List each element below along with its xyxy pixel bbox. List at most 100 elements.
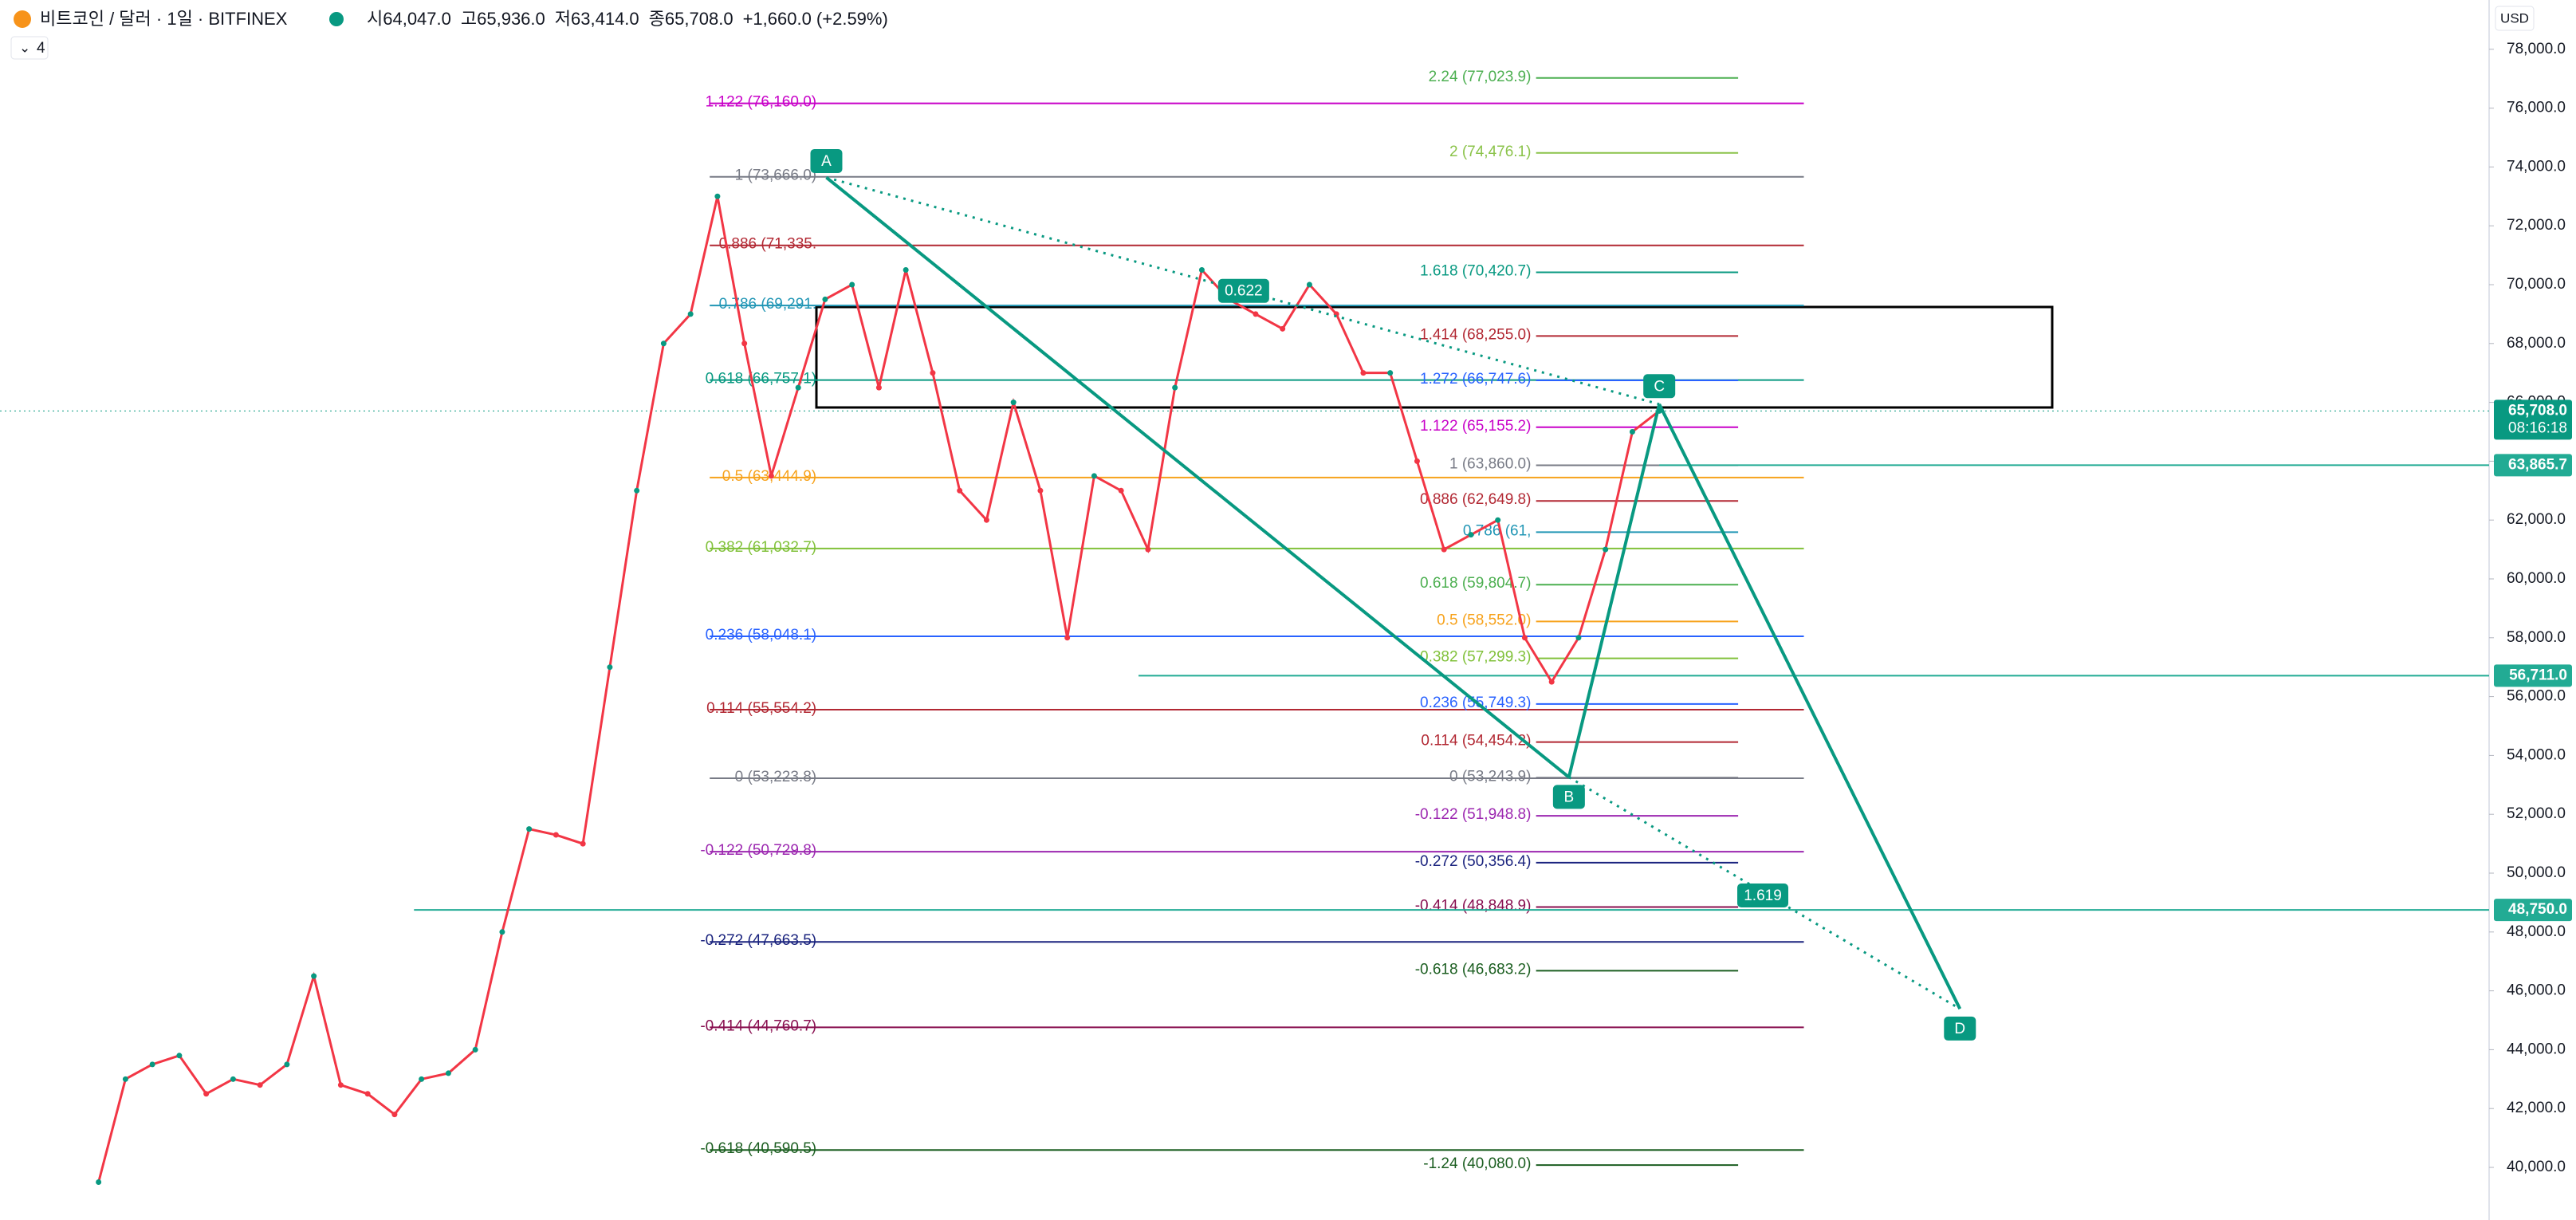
price-point [337,1082,344,1088]
fib-label: 0.618 (66,757.1) [706,371,816,388]
indicators-toggle[interactable] [10,36,49,60]
fib-label: 0.786 (69,291. [719,296,817,313]
fib-label: -0.414 (44,760.7) [700,1017,816,1034]
price-point [714,193,721,199]
pattern-point-bg [1552,785,1585,809]
price-badge-label: 63,865.7 [2508,456,2567,473]
pattern-line [1567,403,1662,778]
pattern-point-bg [1643,374,1676,399]
price-axis-label: 74,000.0 [2507,158,2566,175]
price-point [741,340,748,347]
price-axis-label: 70,000.0 [2507,276,2566,293]
price-point [1468,532,1474,538]
price-axis-label: 56,000.0 [2507,688,2566,705]
price-point [1575,635,1582,641]
fib-label: 0 (53,243.9) [1449,768,1531,785]
price-point [1118,487,1124,494]
fib-label: 0.114 (55,554.2) [706,700,816,717]
indicators-count: 4 [37,40,45,57]
pattern-point: A [821,153,832,170]
price-point [176,1053,183,1059]
fib-label: -0.618 (40,590.5) [700,1140,816,1157]
ohlc-value: 저63,414.0 [555,9,639,29]
ratio-bg [1217,278,1269,303]
price-point [1037,487,1044,494]
price-point [1280,325,1286,332]
ohlc-legend: 시64,047.0 고65,936.0 저63,414.0 종65,708.0 +1,6… [367,9,888,29]
price-badge [2494,899,2572,922]
price-point [1064,635,1071,641]
pattern-ratio: 1.619 [1744,887,1782,904]
price-point [634,487,640,494]
price-point [687,311,694,317]
pattern-point: D [1954,1021,1965,1037]
price-point [257,1082,263,1088]
price-point [472,1046,478,1053]
price-point [957,487,963,494]
fib-label: -1.24 (40,080.0) [1423,1155,1531,1172]
price-point [391,1112,398,1118]
price-badge-label: 56,711.0 [2509,667,2567,683]
fib-label: 0.5 (58,552.0) [1437,612,1531,628]
price-axis-label: 54,000.0 [2507,746,2566,763]
price-point [983,517,989,523]
price-point [930,370,936,376]
price-axis-label: 40,000.0 [2507,1159,2566,1175]
pattern-line [825,175,1571,779]
price-point [768,473,774,479]
price-point [230,1076,236,1082]
price-point [1603,546,1609,553]
price-point [526,826,533,832]
price-badge [2494,454,2572,477]
ohlc-value: 시64,047.0 [367,9,451,29]
price-axis-label: 62,000.0 [2507,511,2566,528]
price-axis-label: 50,000.0 [2507,864,2566,881]
price-point [419,1076,425,1082]
fib-label: 0.618 (59,804.7) [1420,575,1531,592]
price-axis-label: 48,000.0 [2507,923,2566,940]
fib-label: 1.122 (65,155.2) [1420,418,1531,435]
price-point [1414,458,1420,464]
pattern-point: C [1654,378,1665,395]
fib-label: 0 (53,223.8) [735,769,816,785]
price-badge-label: 65,708.0 [2508,402,2567,419]
fib-label: 0.236 (58,048.1) [706,627,816,643]
price-point [1253,311,1259,317]
fib-label: 0.114 (54,454.2) [1421,733,1531,750]
pattern-point-bg [1944,1016,1976,1041]
fib-label: 1 (63,860.0) [1449,456,1531,473]
price-point [1360,370,1367,376]
status-dot[interactable] [329,12,344,26]
price-axis-label: 46,000.0 [2507,982,2566,999]
price-axis-label: 72,000.0 [2507,217,2566,234]
price-point [875,384,882,391]
price-point [1198,267,1205,274]
currency-button[interactable] [2495,6,2535,31]
price-point [1306,281,1312,288]
price-axis-label: 60,000.0 [2507,570,2566,587]
currency-label: USD [2500,10,2529,26]
price-axis-label: 52,000.0 [2507,805,2566,822]
price-point [822,296,828,302]
price-point [364,1091,371,1097]
pattern-point: B [1564,789,1575,805]
price-point [1091,473,1097,479]
price-badge [2494,664,2572,687]
fib-label: -0.272 (47,663.5) [700,932,816,949]
price-point [122,1076,128,1082]
symbol-icon [14,10,31,28]
countdown: 08:16:18 [2508,419,2567,436]
price-point [1521,635,1528,641]
price-point [149,1061,155,1068]
rectangle-drawing [815,305,2054,409]
ratio-bg [1737,884,1789,908]
fib-label: -0.122 (51,948.8) [1415,806,1532,823]
fib-label: 0.382 (57,299.3) [1420,649,1531,666]
ohlc-value: 종65,708.0 [649,9,733,29]
pattern-line [1658,403,1962,1010]
price-point [445,1070,451,1076]
price-axis-label: 78,000.0 [2507,41,2566,57]
